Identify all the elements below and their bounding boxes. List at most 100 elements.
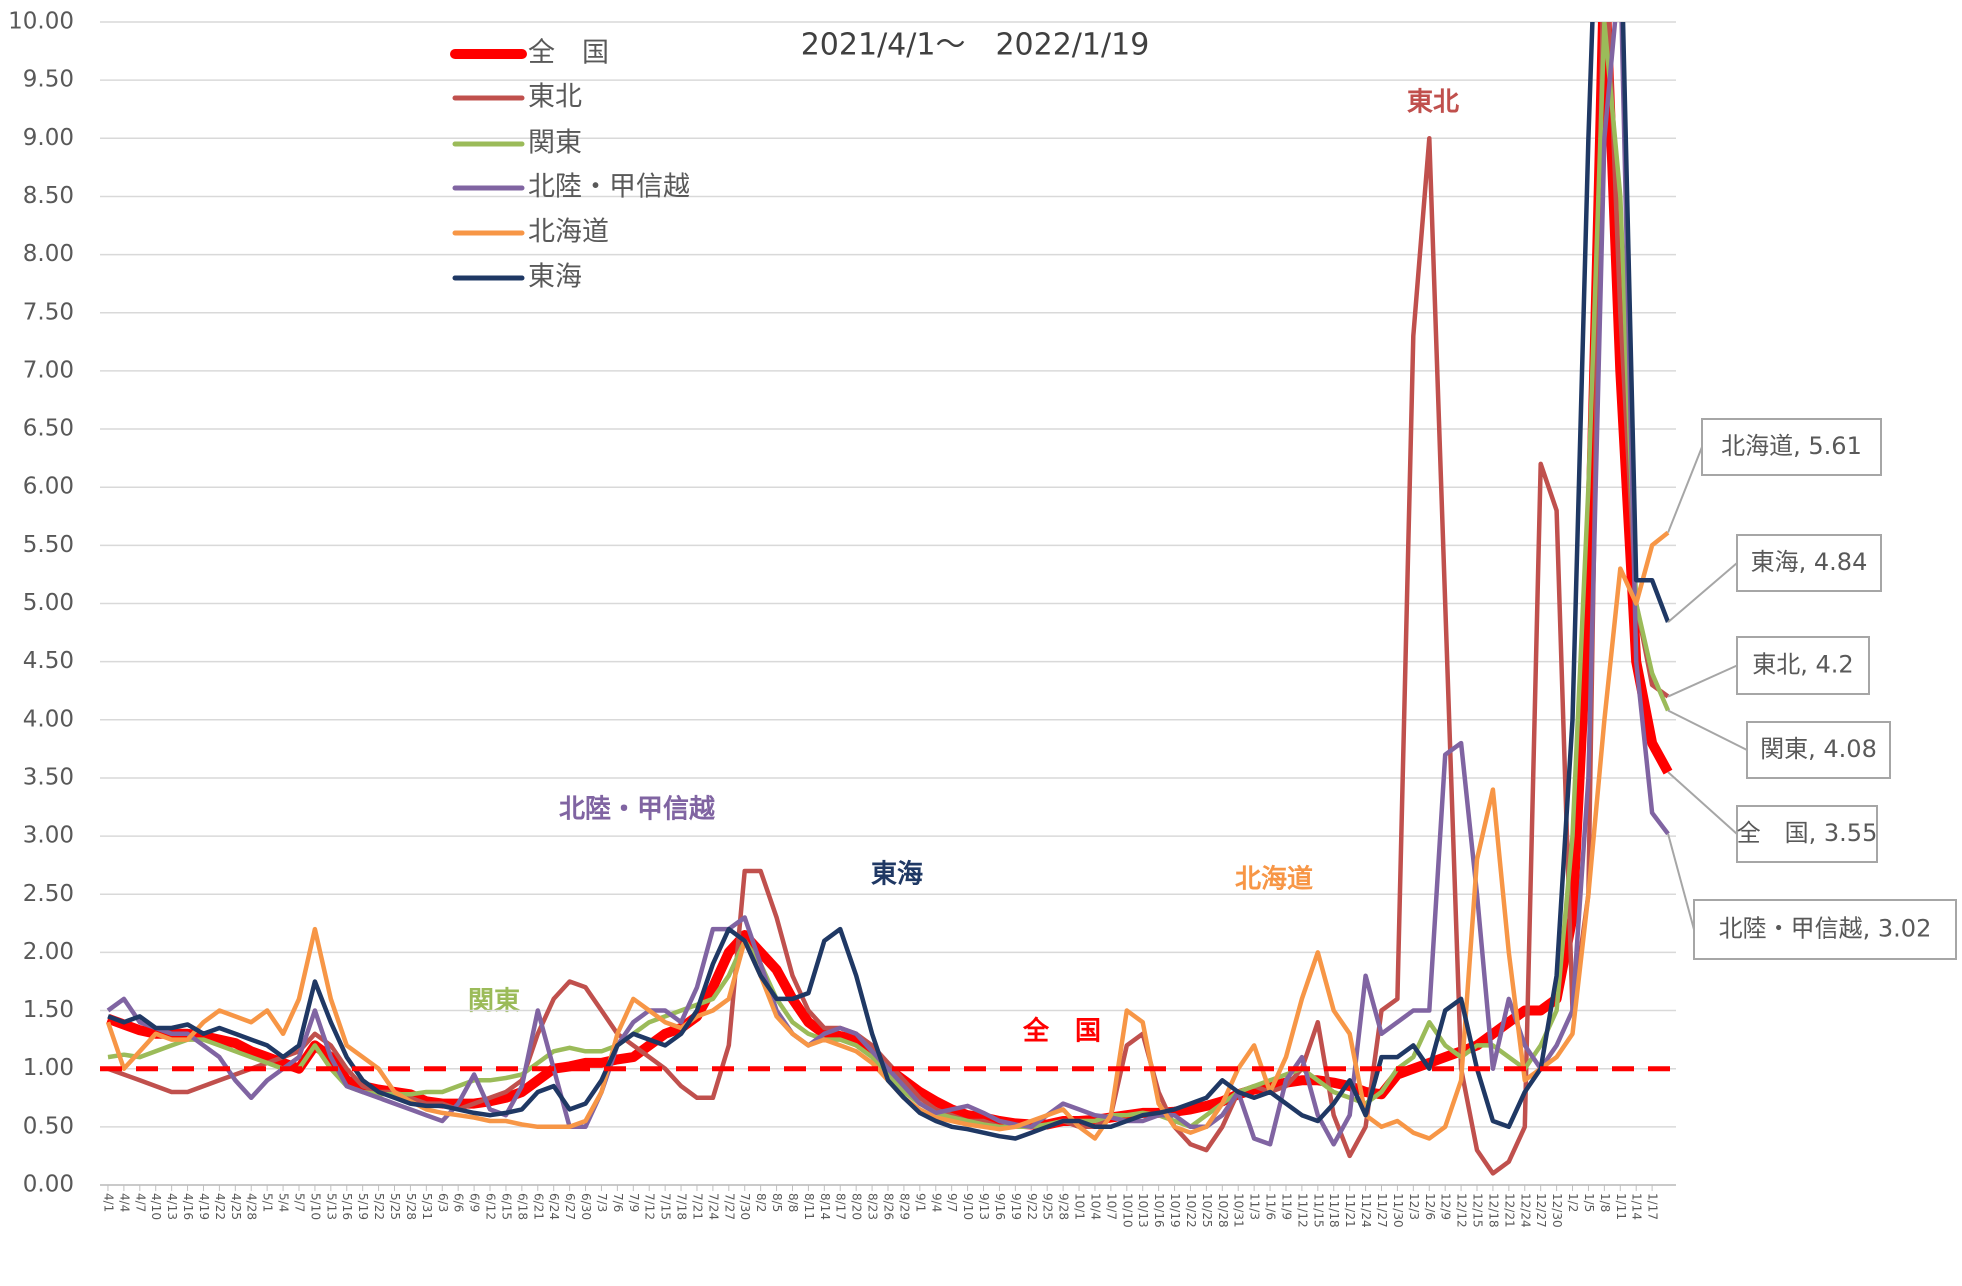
x-tick-label: 6/15: [499, 1193, 513, 1220]
x-tick-label: 8/20: [850, 1193, 864, 1220]
legend-label: 東海: [528, 262, 582, 293]
x-tick-label: 5/1: [261, 1193, 275, 1212]
callout-box: [1693, 899, 1957, 960]
annotation: 東海: [871, 860, 923, 890]
series-line: [106, 22, 1670, 1147]
callout-box: [1701, 418, 1882, 476]
x-tick-label: 4/7: [133, 1193, 147, 1212]
data-label: 東海, 4.84: [1751, 548, 1868, 576]
x-tick-label: 8/5: [770, 1193, 784, 1212]
y-tick-label: 1.00: [23, 1055, 74, 1081]
x-tick-label: 11/9: [1279, 1193, 1293, 1220]
y-tick-label: 4.50: [23, 648, 74, 674]
x-tick-label: 6/18: [515, 1193, 529, 1220]
x-tick-label: 8/14: [818, 1193, 832, 1220]
x-tick-label: 8/26: [882, 1193, 896, 1220]
x-tick-label: 11/3: [1248, 1193, 1262, 1220]
x-tick-label: 1/14: [1630, 1193, 1644, 1220]
y-tick-label: 0.00: [23, 1172, 74, 1198]
callout-leader: [1667, 446, 1703, 533]
x-tick-label: 9/10: [961, 1193, 975, 1220]
x-tick-label: 7/24: [706, 1193, 720, 1220]
y-tick-label: 1.50: [23, 997, 74, 1023]
x-tick-label: 6/30: [579, 1193, 593, 1220]
x-tick-label: 9/7: [945, 1193, 959, 1212]
y-tick-label: 2.00: [23, 939, 74, 965]
x-tick-label: 8/2: [754, 1193, 768, 1212]
y-tick-label: 8.50: [23, 183, 74, 209]
x-tick-label: 5/10: [308, 1193, 322, 1220]
series-line: [107, 22, 1670, 1176]
x-tick-label: 9/1: [913, 1193, 927, 1212]
annotation: 東北: [1407, 88, 1459, 118]
x-tick-label: 7/18: [675, 1193, 689, 1220]
y-tick-label: 4.00: [23, 706, 74, 732]
x-tick-label: 6/27: [563, 1193, 577, 1220]
x-tick-label: 1/11: [1614, 1193, 1628, 1220]
x-tick-label: 10/4: [1088, 1193, 1102, 1220]
x-tick-label: 7/21: [690, 1193, 704, 1220]
x-tick-label: 7/9: [627, 1193, 641, 1212]
x-tick-label: 1/2: [1566, 1193, 1580, 1212]
x-tick-label: 5/31: [420, 1193, 434, 1220]
callout-box: [1736, 636, 1870, 695]
x-tick-label: 5/4: [277, 1193, 291, 1212]
x-tick-label: 1/17: [1646, 1193, 1660, 1220]
x-tick-label: 12/30: [1550, 1193, 1564, 1228]
x-tick-label: 5/19: [356, 1193, 370, 1220]
x-tick-label: 8/23: [866, 1193, 880, 1220]
x-tick-label: 12/15: [1471, 1193, 1485, 1228]
x-tick-label: 8/17: [834, 1193, 848, 1220]
annotation: 関東: [468, 987, 520, 1017]
x-tick-label: 10/25: [1200, 1193, 1214, 1228]
x-tick-label: 12/9: [1439, 1193, 1453, 1220]
x-tick-label: 5/13: [324, 1193, 338, 1220]
y-tick-label: 8.00: [23, 241, 74, 267]
x-tick-label: 10/1: [1073, 1193, 1087, 1220]
x-tick-label: 6/9: [468, 1193, 482, 1212]
callout-box: [1746, 721, 1891, 779]
x-tick-label: 11/30: [1391, 1193, 1405, 1228]
x-tick-label: 5/22: [372, 1193, 386, 1220]
x-tick-label: 8/11: [802, 1193, 816, 1220]
legend-label: 東北: [528, 82, 582, 113]
x-tick-label: 5/16: [340, 1193, 354, 1220]
x-tick-label: 4/13: [165, 1193, 179, 1220]
x-tick-label: 12/6: [1423, 1193, 1437, 1220]
data-label: 北陸・甲信越, 3.02: [1719, 915, 1932, 943]
annotation: 北陸・甲信越: [559, 795, 716, 825]
x-tick-label: 9/28: [1057, 1193, 1071, 1220]
x-tick-label: 11/27: [1375, 1193, 1389, 1228]
annotation: 全 国: [1022, 1016, 1101, 1047]
legend-label: 北海道: [528, 217, 609, 248]
x-tick-label: 10/13: [1136, 1193, 1150, 1228]
x-tick-label: 9/25: [1041, 1193, 1055, 1220]
x-tick-label: 9/13: [977, 1193, 991, 1220]
y-tick-label: 0.50: [23, 1113, 74, 1139]
y-tick-label: 7.00: [23, 357, 74, 383]
x-tick-label: 10/28: [1216, 1193, 1230, 1228]
x-tick-label: 9/19: [1009, 1193, 1023, 1220]
chart-title: 2021/4/1～ 2022/1/19: [801, 28, 1150, 63]
y-tick-label: 10.00: [8, 9, 74, 35]
x-tick-label: 10/16: [1152, 1193, 1166, 1228]
x-tick-label: 6/3: [436, 1193, 450, 1212]
x-tick-label: 4/25: [229, 1193, 243, 1220]
x-tick-label: 4/22: [213, 1193, 227, 1220]
callout-box: [1736, 805, 1878, 863]
callout-box: [1736, 534, 1882, 592]
x-tick-label: 10/10: [1120, 1193, 1134, 1228]
x-tick-label: 8/8: [786, 1193, 800, 1212]
x-tick-label: 7/12: [643, 1193, 657, 1220]
x-tick-label: 4/28: [245, 1193, 259, 1220]
x-tick-label: 11/6: [1264, 1193, 1278, 1220]
x-tick-label: 12/3: [1407, 1193, 1421, 1220]
callout-leader: [1667, 562, 1738, 623]
x-tick-label: 8/29: [897, 1193, 911, 1220]
y-tick-label: 5.50: [23, 532, 74, 558]
series-line: [107, 22, 1671, 1141]
x-tick-label: 12/18: [1486, 1193, 1500, 1228]
x-tick-label: 4/10: [149, 1193, 163, 1220]
x-tick-label: 6/21: [531, 1193, 545, 1220]
legend-label: 関東: [528, 128, 582, 159]
